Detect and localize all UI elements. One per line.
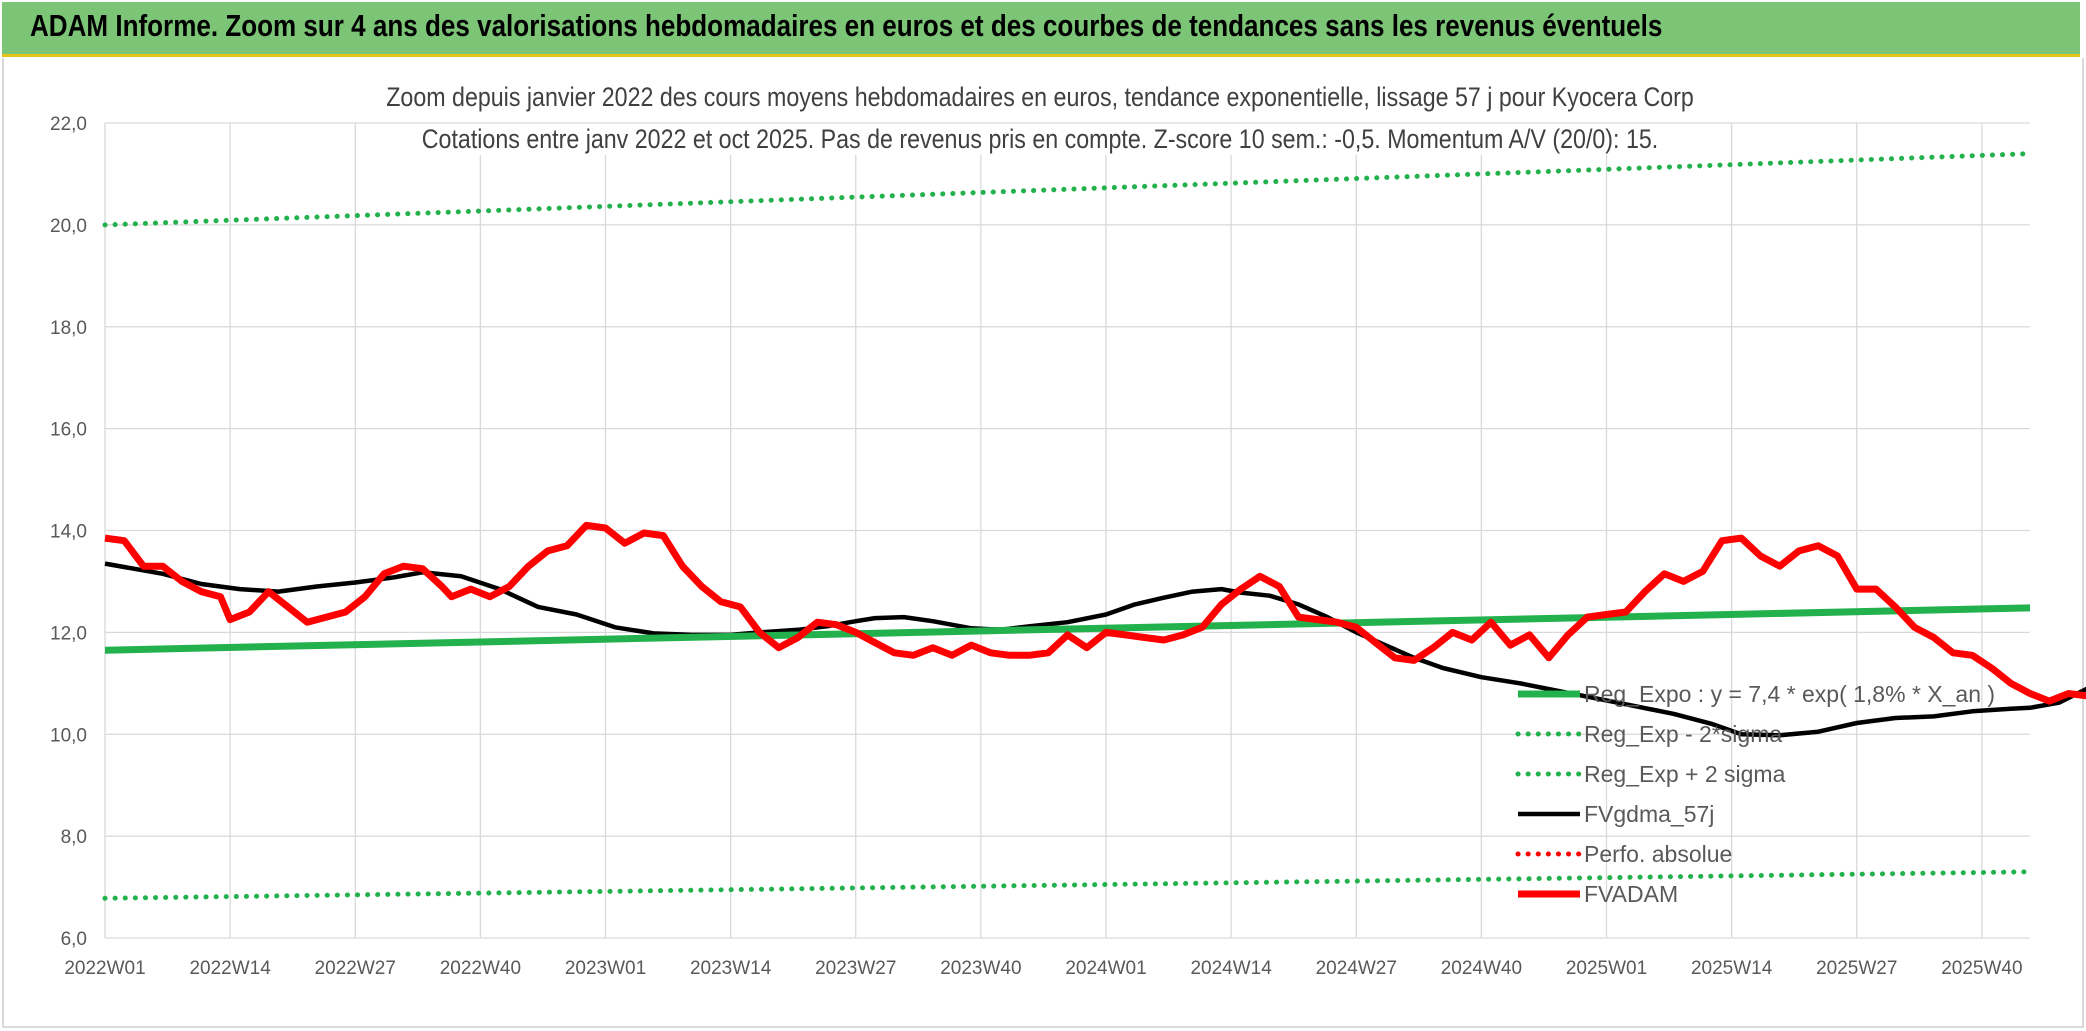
legend-label: Reg_Exp + 2 sigma xyxy=(1584,761,1786,787)
x-tick-label: 2025W27 xyxy=(1816,958,1897,979)
x-tick-label: 2022W14 xyxy=(189,958,271,979)
x-tick-label: 2022W01 xyxy=(64,958,145,979)
y-tick-label: 14,0 xyxy=(50,522,87,543)
legend-label: Perfo. absolue xyxy=(1584,841,1732,867)
y-tick-label: 12,0 xyxy=(50,623,87,644)
legend-label: Reg_Exp - 2*sigma xyxy=(1584,721,1782,747)
chart-legend: Reg_Expo : y = 7,4 * exp( 1,8% * X_an ) R… xyxy=(1515,681,1995,907)
y-tick-label: 20,0 xyxy=(50,216,87,237)
x-tick-label: 2025W01 xyxy=(1566,958,1647,979)
x-tick-label: 2022W40 xyxy=(440,958,521,979)
x-tick-label: 2023W40 xyxy=(940,958,1021,979)
x-tick-label: 2023W27 xyxy=(815,958,896,979)
series-line-1 xyxy=(102,869,2033,901)
x-tick-label: 2024W40 xyxy=(1441,958,1522,979)
y-tick-label: 18,0 xyxy=(50,318,87,339)
chart-title: Zoom depuis janvier 2022 des cours moyen… xyxy=(382,82,1698,113)
y-axis-ticks: 22,0 20,0 18,0 16,0 14,0 12,0 10,0 8,0 6,0 xyxy=(50,114,87,950)
series-line-2 xyxy=(102,151,2033,228)
chart-subtitle: Cotations entre janv 2022 et oct 2025. P… xyxy=(418,124,1662,155)
report-banner: ADAM Informe. Zoom sur 4 ans des valoris… xyxy=(2,2,2080,57)
x-tick-label: 2024W01 xyxy=(1065,958,1146,979)
y-tick-label: 8,0 xyxy=(61,827,87,848)
series-line-5 xyxy=(104,521,2086,705)
legend-label: FVgdma_57j xyxy=(1584,801,1714,827)
x-tick-label: 2023W01 xyxy=(565,958,646,979)
series-line-0 xyxy=(104,604,2031,654)
x-tick-label: 2025W40 xyxy=(1941,958,2022,979)
chart-frame xyxy=(2,58,2084,1028)
gridlines xyxy=(104,122,2030,939)
banner-title: ADAM Informe. Zoom sur 4 ans des valoris… xyxy=(30,8,1663,43)
series-lines xyxy=(102,151,2086,901)
x-axis-ticks: 2022W01 2022W14 2022W27 2022W40 2023W01 2023W… xyxy=(64,958,2022,979)
x-tick-label: 2024W14 xyxy=(1190,958,1272,979)
y-tick-label: 10,0 xyxy=(50,725,87,746)
y-tick-label: 16,0 xyxy=(50,420,87,441)
y-tick-label: 22,0 xyxy=(50,114,87,135)
x-tick-label: 2024W27 xyxy=(1316,958,1397,979)
x-tick-label: 2025W14 xyxy=(1691,958,1773,979)
legend-label: Reg_Expo : y = 7,4 * exp( 1,8% * X_an ) xyxy=(1584,681,1995,707)
y-tick-label: 6,0 xyxy=(61,929,87,950)
series-line-3 xyxy=(104,561,2086,738)
legend-label: FVADAM xyxy=(1584,881,1678,907)
x-tick-label: 2022W27 xyxy=(315,958,396,979)
x-tick-label: 2023W14 xyxy=(690,958,772,979)
